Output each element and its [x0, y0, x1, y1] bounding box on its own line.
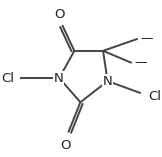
Text: —: — [141, 32, 153, 45]
Text: Cl: Cl [148, 90, 161, 103]
Text: —: — [135, 56, 147, 69]
Text: N: N [54, 72, 63, 84]
Text: Cl: Cl [1, 72, 14, 84]
Text: O: O [54, 8, 64, 21]
Text: N: N [103, 75, 112, 88]
Text: O: O [60, 138, 70, 152]
